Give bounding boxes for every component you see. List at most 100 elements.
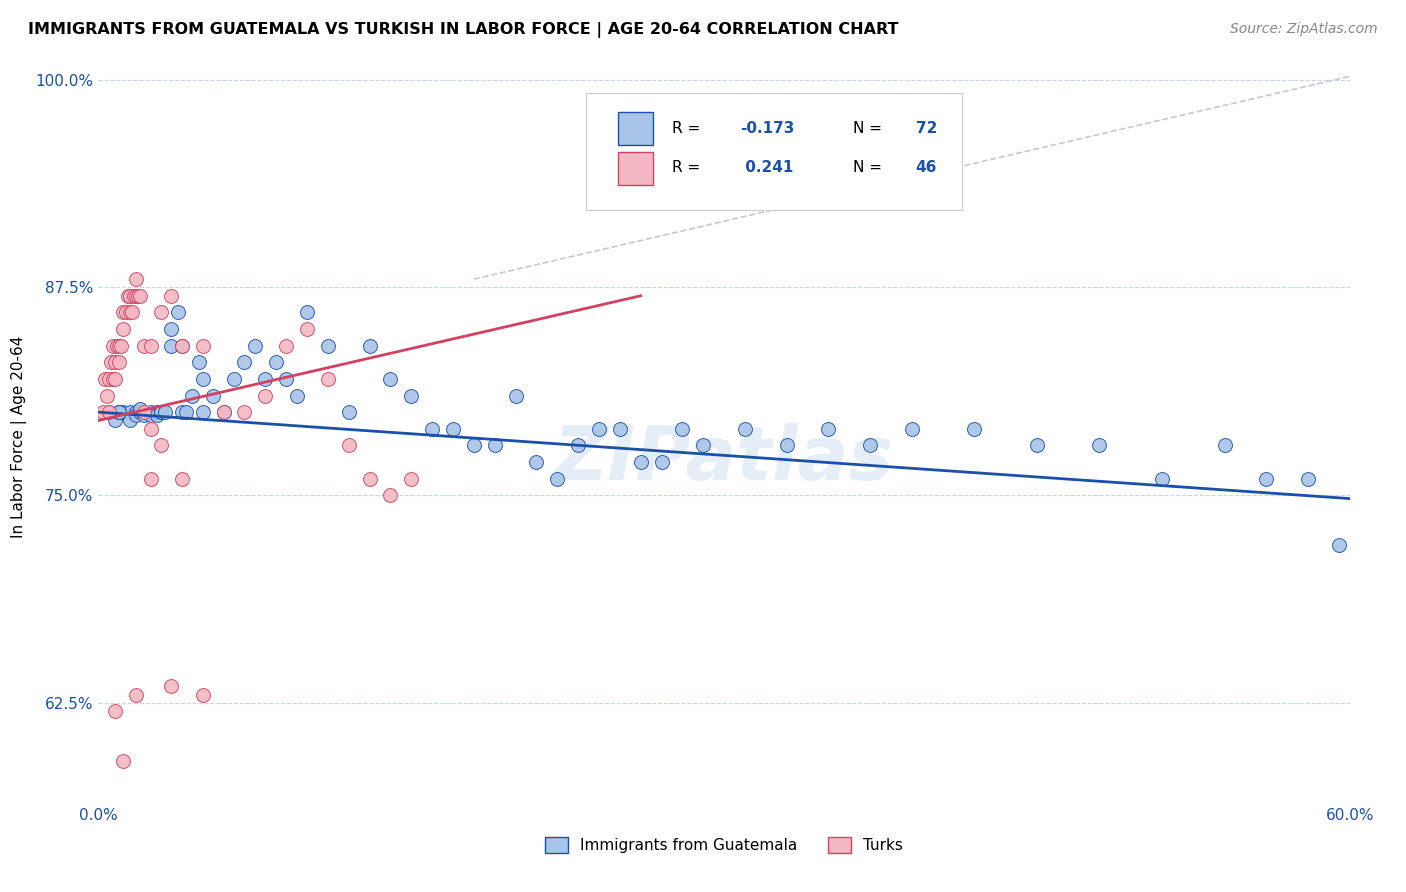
Point [264,355,287,369]
Point [117,289,139,303]
Point [526,455,548,469]
Point [100,355,122,369]
Point [630,455,652,469]
Point [588,422,610,436]
Point [118,305,141,319]
Point [104,704,127,718]
Point [96,388,118,402]
Point [359,338,381,352]
Point [191,688,214,702]
Text: N =: N = [853,121,887,136]
Point [254,372,277,386]
Point [222,372,245,386]
Point [139,338,162,352]
Point [187,355,209,369]
Point [160,289,183,303]
Point [97,372,120,386]
Point [108,338,131,352]
Point [108,405,131,419]
Point [337,438,360,452]
Point [150,405,173,419]
Point [337,405,360,419]
Point [191,372,214,386]
Point [122,289,145,303]
Point [1026,438,1049,452]
Point [112,754,135,768]
Point [125,405,148,419]
Point [1088,438,1111,452]
Point [139,405,162,419]
Point [125,409,148,423]
Point [233,405,256,419]
Point [127,289,149,303]
Point [97,405,120,419]
Point [112,405,135,419]
Point [104,355,127,369]
Text: R =: R = [672,121,704,136]
Point [274,372,298,386]
Point [859,438,882,452]
Point [112,305,135,319]
Point [1150,472,1173,486]
Point [463,438,485,452]
Text: R =: R = [672,161,704,176]
Text: 72: 72 [915,121,936,136]
Point [125,688,148,702]
Point [93,372,115,386]
Point [776,438,799,452]
Point [160,338,183,352]
Point [1329,538,1351,552]
Point [114,305,136,319]
Point [254,388,277,402]
Point [112,322,135,336]
Point [233,355,256,369]
Point [134,409,156,423]
Text: 0.241: 0.241 [741,161,794,176]
Point [609,422,631,436]
Point [125,289,148,303]
Y-axis label: In Labor Force | Age 20-64: In Labor Force | Age 20-64 [11,336,27,538]
Point [153,405,176,419]
Point [191,338,214,352]
Point [134,405,156,419]
Point [101,338,124,352]
Point [170,405,193,419]
Point [1213,438,1236,452]
Point [734,422,756,436]
Point [651,455,673,469]
Text: -0.173: -0.173 [741,121,794,136]
Point [150,305,173,319]
Point [963,422,986,436]
Point [567,438,589,452]
Point [146,409,169,423]
Point [108,405,131,419]
Point [380,488,402,502]
Point [129,405,152,419]
Point [118,413,141,427]
Point [401,388,423,402]
Point [160,680,183,694]
Point [97,405,120,419]
Point [118,289,141,303]
Text: ZIPatlas: ZIPatlas [554,423,894,496]
Point [212,405,235,419]
Point [108,355,131,369]
Point [359,472,381,486]
Point [191,405,214,419]
Point [401,472,423,486]
Point [274,338,298,352]
Point [1296,472,1319,486]
Point [104,372,127,386]
Point [420,422,443,436]
Point [692,438,714,452]
Point [139,472,162,486]
Point [101,372,124,386]
Point [546,472,568,486]
Point [295,305,318,319]
Point [91,405,114,419]
Point [671,422,693,436]
Point [900,422,922,436]
Point [104,413,127,427]
Point [243,338,266,352]
FancyBboxPatch shape [617,112,652,145]
